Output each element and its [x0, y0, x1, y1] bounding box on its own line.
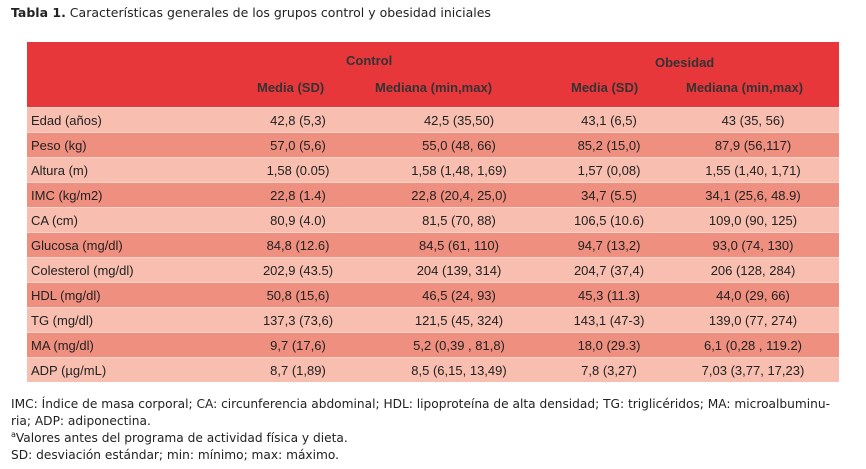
cell-obesidad-mediana: 93,0 (74, 130) [712, 237, 794, 253]
cell-control-media-sd: 202,9 (43.5) [262, 262, 334, 278]
table-row: Edad (años) 42,8 (5,3) 42,5 (35,50) 43,1 (6… [27, 107, 839, 132]
row-label: Altura (m) [31, 162, 89, 178]
cell-obesidad-mediana: 109,0 (90, 125) [708, 212, 798, 228]
data-table: Control Obesidad Media (SD) Mediana (min… [27, 42, 839, 382]
table-caption: Tabla 1. Características generales de lo… [11, 5, 491, 20]
table-row: MA (mg/dl) 9,7 (17,6) 5,2 (0,39 , 81,8) 18,… [27, 332, 839, 357]
cell-obesidad-media-sd: 1,57 (0,08) [577, 162, 641, 178]
note-abbrev-line2: ria; ADP: adiponectina. [11, 414, 151, 428]
header-control-media-sd: Media (SD) [257, 80, 325, 95]
table-body: Edad (años) 42,8 (5,3) 42,5 (35,50) 43,1 (6… [27, 107, 839, 382]
cell-control-mediana: 1,58 (1,48, 1,69) [411, 162, 507, 178]
cell-obesidad-media-sd: 106,5 (10.6) [573, 212, 645, 228]
cell-control-mediana: 55,0 (48, 66) [422, 137, 496, 153]
row-label: MA (mg/dl) [31, 337, 94, 353]
cell-control-media-sd: 9,7 (17,6) [270, 337, 326, 353]
cell-control-mediana: 46,5 (24, 93) [422, 287, 496, 303]
cell-obesidad-mediana: 43 (35, 56) [721, 112, 785, 128]
cell-obesidad-media-sd: 43,1 (6,5) [581, 112, 637, 128]
cell-obesidad-mediana: 34,1 (25,6, 48.9) [705, 187, 801, 203]
cell-control-media-sd: 50,8 (15,6) [266, 287, 330, 303]
cell-obesidad-mediana: 87,9 (56,117) [714, 137, 792, 153]
note-sd: SD: desviación estándar; min: mínimo; ma… [11, 448, 340, 462]
table-row: CA (cm) 80,9 (4.0) 81,5 (70, 88) 106,5 (10.… [27, 207, 839, 232]
cell-control-media-sd: 84,8 (12.6) [266, 237, 330, 253]
table-row: IMC (kg/m2) 22,8 (1.4) 22,8 (20,4, 25,0) 34… [27, 182, 839, 207]
table-row: Peso (kg) 57,0 (5,6) 55,0 (48, 66) 85,2 (15… [27, 132, 839, 157]
cell-control-mediana: 5,2 (0,39 , 81,8) [413, 337, 505, 353]
cell-control-media-sd: 42,8 (5,3) [270, 112, 326, 128]
cell-control-media-sd: 57,0 (5,6) [270, 137, 326, 153]
cell-obesidad-media-sd: 34,7 (5.5) [581, 187, 637, 203]
cell-obesidad-mediana: 7,03 (3,77, 17,23) [701, 362, 805, 378]
table-row: ADP (µg/mL) 8,7 (1,89) 8,5 (6,15, 13,49) 7,… [27, 357, 839, 382]
header-obesidad-media-sd: Media (SD) [571, 80, 639, 95]
cell-control-media-sd: 137,3 (73,6) [262, 312, 334, 328]
row-label: ADP (µg/mL) [31, 362, 107, 378]
row-label: Colesterol (mg/dl) [31, 262, 134, 278]
row-label: Peso (kg) [31, 137, 87, 153]
row-label: HDL (mg/dl) [31, 287, 101, 303]
cell-control-media-sd: 1,58 (0.05) [266, 162, 330, 178]
row-label: TG (mg/dl) [31, 312, 94, 328]
row-label: Glucosa (mg/dl) [31, 237, 123, 253]
cell-control-media-sd: 80,9 (4.0) [270, 212, 326, 228]
row-label: Edad (años) [31, 112, 102, 128]
cell-control-mediana: 22,8 (20,4, 25,0) [411, 187, 507, 203]
cell-obesidad-media-sd: 7,8 (3,27) [581, 362, 637, 378]
cell-obesidad-media-sd: 204,7 (37,4) [573, 262, 645, 278]
note-abbrev-line1: IMC: Índice de masa corporal; CA: circun… [11, 397, 830, 411]
header-obesidad-mediana: Mediana (min,max) [686, 80, 804, 95]
table-row: Colesterol (mg/dl) 202,9 (43.5) 204 (139, … [27, 257, 839, 282]
cell-obesidad-media-sd: 143,1 (47-3) [573, 312, 645, 328]
table-caption-label: Tabla 1. [11, 5, 66, 20]
note-footnote: aValores antes del programa de actividad… [11, 430, 861, 447]
row-label: IMC (kg/m2) [31, 187, 103, 203]
cell-control-mediana: 8,5 (6,15, 13,49) [411, 362, 507, 378]
footnote-mark: a [11, 429, 16, 439]
cell-obesidad-mediana: 6,1 (0,28 , 119.2) [703, 337, 803, 353]
cell-obesidad-mediana: 44,0 (29, 66) [716, 287, 790, 303]
row-label: CA (cm) [31, 212, 78, 228]
cell-obesidad-media-sd: 18,0 (29.3) [577, 337, 641, 353]
header-group-obesidad: Obesidad [655, 55, 715, 70]
table-notes: IMC: Índice de masa corporal; CA: circun… [11, 396, 861, 464]
cell-control-mediana: 121,5 (45, 324) [414, 312, 504, 328]
table-row: TG (mg/dl) 137,3 (73,6) 121,5 (45, 324) 143… [27, 307, 839, 332]
table-row: Altura (m) 1,58 (0.05) 1,58 (1,48, 1,69) 1,… [27, 157, 839, 182]
header-control-mediana: Mediana (min,max) [375, 80, 493, 95]
cell-control-mediana: 204 (139, 314) [416, 262, 502, 278]
cell-control-mediana: 84,5 (61, 110) [419, 237, 499, 253]
cell-obesidad-mediana: 139,0 (77, 274) [708, 312, 798, 328]
cell-obesidad-mediana: 206 (128, 284) [710, 262, 796, 278]
cell-obesidad-mediana: 1,55 (1,40, 1,71) [705, 162, 801, 178]
footnote-text: Valores antes del programa de actividad … [15, 431, 348, 445]
cell-obesidad-media-sd: 94,7 (13,2) [577, 237, 641, 253]
cell-control-mediana: 81,5 (70, 88) [422, 212, 496, 228]
table-row: HDL (mg/dl) 50,8 (15,6) 46,5 (24, 93) 45,3 … [27, 282, 839, 307]
header-group-control: Control [346, 53, 393, 68]
note-abbreviations: IMC: Índice de masa corporal; CA: circun… [11, 396, 861, 430]
table-header: Control Obesidad Media (SD) Mediana (min… [27, 42, 839, 107]
cell-control-media-sd: 8,7 (1,89) [270, 362, 326, 378]
cell-control-media-sd: 22,8 (1.4) [270, 187, 326, 203]
cell-obesidad-media-sd: 85,2 (15,0) [577, 137, 641, 153]
table-caption-text: Características generales de los grupos … [65, 5, 491, 20]
cell-control-mediana: 42,5 (35,50) [423, 112, 495, 128]
cell-obesidad-media-sd: 45,3 (11.3) [578, 287, 640, 303]
table-row: Glucosa (mg/dl) 84,8 (12.6) 84,5 (61, 110)… [27, 232, 839, 257]
